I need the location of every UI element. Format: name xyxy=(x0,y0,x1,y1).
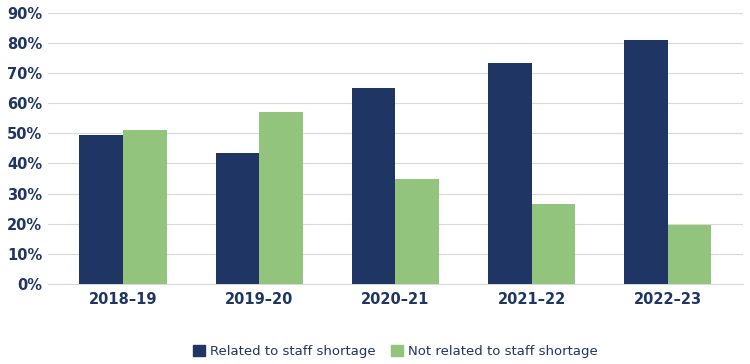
Legend: Related to staff shortage, Not related to staff shortage: Related to staff shortage, Not related t… xyxy=(188,339,604,363)
Bar xyxy=(352,88,395,284)
Bar xyxy=(80,135,123,284)
Bar xyxy=(488,63,532,284)
Bar xyxy=(624,40,668,284)
Bar xyxy=(668,225,712,284)
Bar xyxy=(395,178,439,284)
Bar xyxy=(215,153,260,284)
Bar xyxy=(532,204,575,284)
Bar xyxy=(123,130,166,284)
Bar xyxy=(260,112,303,284)
